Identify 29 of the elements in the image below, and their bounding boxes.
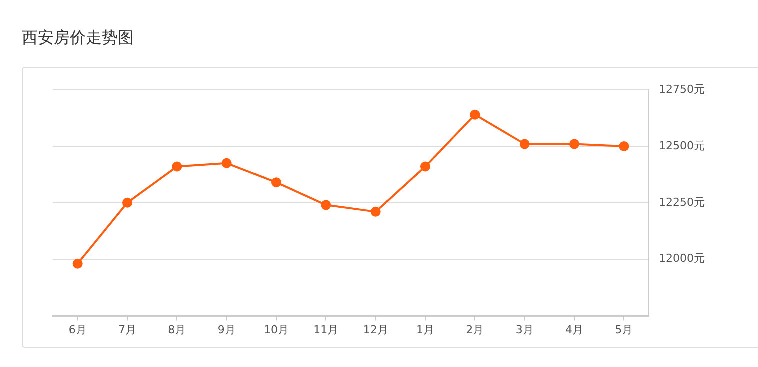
point (321, 200, 332, 210)
point (370, 206, 381, 217)
x-tick-label: 1月 (416, 323, 435, 336)
y-tick-label: 12500元 (659, 139, 706, 152)
point (570, 139, 580, 150)
y-tick-label: 12250元 (659, 196, 706, 209)
y-tick-label: 12000元 (659, 252, 706, 266)
point (420, 162, 431, 172)
point (172, 162, 182, 172)
point (520, 139, 530, 150)
x-tick-label: 8月 (168, 323, 186, 336)
x-tick-label: 5月 (615, 323, 634, 336)
point (619, 141, 630, 152)
x-tick-label: 10月 (264, 323, 290, 336)
x-tick-label: 12月 (363, 323, 388, 336)
chart-title: 西安房价走势图 (22, 28, 134, 49)
x-tick-label: 7月 (118, 323, 136, 336)
x-tick-label: 6月 (68, 323, 87, 336)
x-tick-label: 3月 (516, 323, 534, 336)
x-tick-label: 2月 (466, 323, 484, 336)
point (470, 110, 480, 120)
point (122, 198, 132, 208)
point (222, 158, 232, 168)
point (72, 258, 83, 269)
point (272, 178, 282, 188)
x-tick-label: 4月 (566, 323, 584, 336)
x-tick-label: 11月 (314, 323, 339, 336)
x-tick-label: 9月 (218, 323, 236, 336)
y-tick-label: 12750元 (659, 82, 706, 96)
